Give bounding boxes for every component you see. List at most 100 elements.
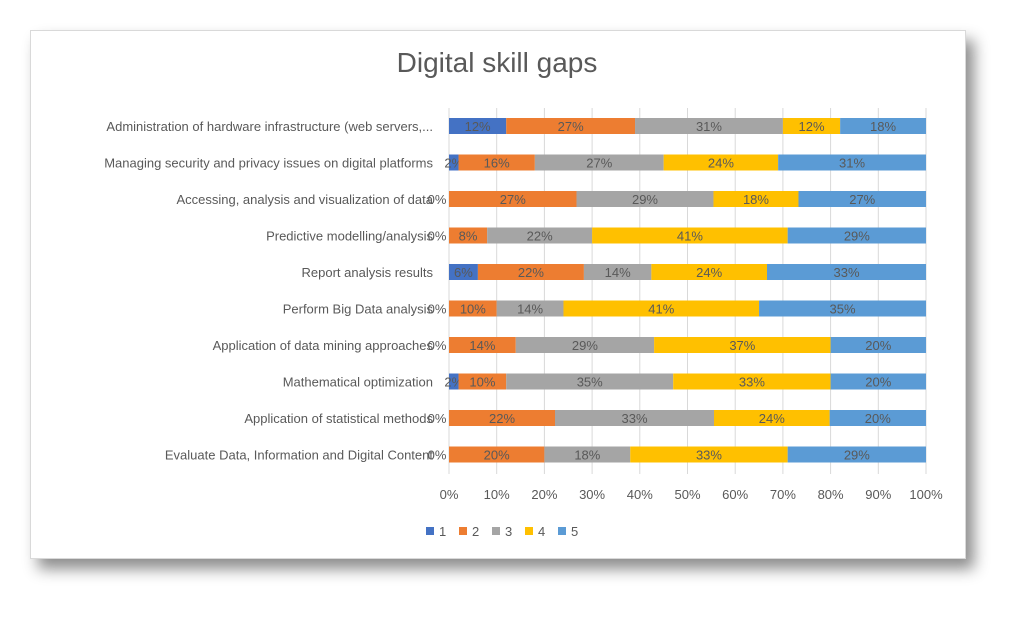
- data-label: 24%: [759, 411, 785, 426]
- data-label: 0%: [428, 338, 447, 353]
- data-label: 18%: [743, 192, 769, 207]
- legend-label: 4: [538, 524, 545, 539]
- x-tick-label: 100%: [909, 487, 943, 502]
- data-label: 20%: [865, 411, 891, 426]
- bar-segment-series-1: [449, 373, 459, 390]
- data-label: 29%: [632, 192, 658, 207]
- bar-segment-series-2: [449, 410, 555, 426]
- data-label: 22%: [527, 229, 553, 244]
- bar-segment-series-3: [544, 446, 631, 463]
- data-label: 14%: [605, 265, 631, 280]
- bar-segment-series-2: [449, 191, 577, 207]
- legend-swatch-3: [492, 527, 500, 535]
- bar-segment-series-4: [651, 264, 767, 280]
- data-label: 31%: [696, 119, 722, 134]
- bar-segment-series-5: [787, 446, 926, 463]
- category-label: Application of statistical methods: [244, 411, 433, 426]
- bar-segment-series-4: [673, 373, 831, 390]
- data-label: 0%: [428, 448, 447, 463]
- data-label: 20%: [484, 448, 510, 463]
- category-label: Perform Big Data analysis: [283, 302, 434, 317]
- data-label: 31%: [839, 156, 865, 171]
- x-tick-label: 90%: [865, 487, 891, 502]
- bar-segment-series-4: [663, 154, 779, 171]
- bar-segment-series-3: [496, 300, 564, 317]
- bar-segment-series-2: [449, 227, 488, 244]
- x-tick-label: 70%: [770, 487, 796, 502]
- data-label: 14%: [517, 302, 543, 317]
- x-tick-label: 30%: [579, 487, 605, 502]
- bar-segment-series-5: [829, 410, 926, 426]
- bar-segment-series-5: [830, 373, 926, 390]
- bar-segment-series-3: [583, 264, 652, 280]
- data-label: 24%: [708, 156, 734, 171]
- category-label: Predictive modelling/analysis: [266, 229, 433, 244]
- data-label: 27%: [849, 192, 875, 207]
- x-tick-label: 10%: [484, 487, 510, 502]
- bar-segment-series-4: [563, 300, 760, 317]
- data-label: 33%: [739, 375, 765, 390]
- bar-segment-series-1: [449, 264, 478, 280]
- bar-segment-series-2: [449, 446, 545, 463]
- bar-segment-series-3: [487, 227, 593, 244]
- bar-segment-series-3: [576, 191, 714, 207]
- data-label: 35%: [830, 302, 856, 317]
- data-label: 18%: [870, 119, 896, 134]
- bar-segment-series-5: [840, 118, 926, 134]
- data-label: 35%: [577, 375, 603, 390]
- bar-segment-series-3: [506, 373, 674, 390]
- data-label: 41%: [648, 302, 674, 317]
- bar-segment-series-3: [635, 118, 783, 134]
- data-label: 37%: [729, 338, 755, 353]
- bar-segment-series-2: [449, 300, 497, 317]
- category-label: Evaluate Data, Information and Digital C…: [165, 448, 433, 463]
- bar-segment-series-4: [630, 446, 788, 463]
- data-label: 8%: [459, 229, 478, 244]
- x-tick-label: 0%: [440, 487, 459, 502]
- bar-segment-series-1: [449, 154, 459, 171]
- bar-segment-series-5: [767, 264, 926, 280]
- data-label: 0%: [428, 411, 447, 426]
- x-tick-label: 20%: [531, 487, 557, 502]
- data-label: 29%: [844, 229, 870, 244]
- bar-segment-series-4: [713, 191, 799, 207]
- legend-swatch-1: [426, 527, 434, 535]
- bar-segment-series-2: [458, 373, 507, 390]
- bar-segment-series-2: [449, 337, 516, 353]
- legend-label: 1: [439, 524, 446, 539]
- legend-swatch-5: [558, 527, 566, 535]
- bar-segment-series-5: [830, 337, 926, 353]
- data-label: 33%: [696, 448, 722, 463]
- data-label: 27%: [586, 156, 612, 171]
- data-label: 27%: [558, 119, 584, 134]
- legend-label: 2: [472, 524, 479, 539]
- data-label: 41%: [677, 229, 703, 244]
- category-label: Managing security and privacy issues on …: [104, 156, 433, 171]
- category-label: Mathematical optimization: [283, 375, 433, 390]
- legend-label: 5: [571, 524, 578, 539]
- data-label: 20%: [865, 338, 891, 353]
- bar-segment-series-3: [555, 410, 714, 426]
- bar-segment-series-2: [477, 264, 584, 280]
- data-label: 6%: [454, 265, 473, 280]
- legend-swatch-4: [525, 527, 533, 535]
- data-label: 10%: [460, 302, 486, 317]
- x-tick-label: 60%: [722, 487, 748, 502]
- data-label: 0%: [428, 192, 447, 207]
- bar-segment-series-4: [654, 337, 831, 353]
- data-label: 27%: [500, 192, 526, 207]
- data-label: 18%: [574, 448, 600, 463]
- data-label: 0%: [428, 302, 447, 317]
- bar-segment-series-5: [759, 300, 926, 317]
- bar-segment-series-3: [515, 337, 655, 353]
- bar-segment-series-4: [782, 118, 841, 134]
- legend-swatch-2: [459, 527, 467, 535]
- category-label: Accessing, analysis and visualization of…: [176, 192, 433, 207]
- bar-segment-series-5: [798, 191, 926, 207]
- bar-segment-series-3: [534, 154, 664, 171]
- data-label: 12%: [465, 119, 491, 134]
- x-tick-label: 40%: [627, 487, 653, 502]
- category-label: Report analysis results: [302, 265, 434, 280]
- data-label: 22%: [518, 265, 544, 280]
- bar-segment-series-2: [458, 154, 535, 171]
